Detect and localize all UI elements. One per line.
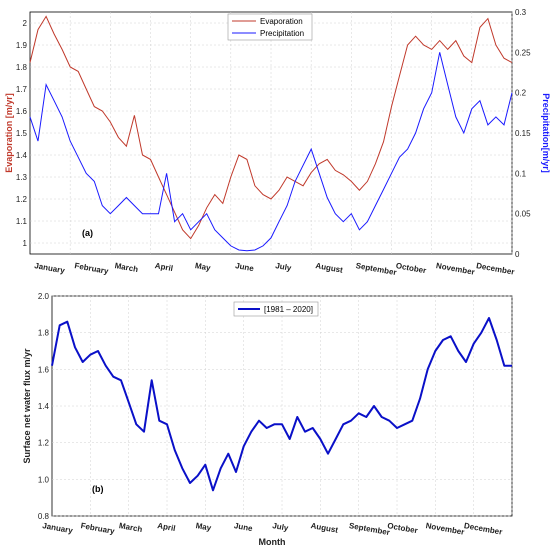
- panel-b-y-tick-label: 1.6: [38, 365, 50, 374]
- panel-b-month-label: April: [157, 521, 177, 533]
- panel-b-month-label: March: [118, 521, 143, 534]
- panel-a-legend-box: [227, 13, 313, 41]
- panel-a-month-label: March: [114, 261, 139, 274]
- panel-a-month-label: July: [275, 261, 293, 273]
- panel-a-month-labels: January February March April May June July Augu…: [34, 261, 515, 277]
- panel-a-month-label: August: [315, 261, 344, 275]
- panel-b-y-tick-label: 0.8: [38, 512, 50, 521]
- panel-a-right-tick-label: 0.25: [515, 48, 531, 57]
- panel-b-month-labels: January February March April May June July Augu…: [42, 521, 503, 537]
- panel-b-legend: [1981 – 2020]: [233, 301, 319, 317]
- panel-b-month-label: July: [272, 521, 290, 533]
- panel-b-x-axis-label: Month: [259, 537, 286, 547]
- panel-a-month-label: May: [194, 261, 211, 273]
- panel-a-right-tick-label: 0: [515, 250, 520, 259]
- panel-a-left-axis-label: Evaporation [m/yr]: [4, 93, 14, 173]
- panel-b-y-tick-label: 1.2: [38, 439, 50, 448]
- panel-a-left-ticks: 1 1.1 1.2 1.3 1.4 1.5 1.6 1.7 1.8 1.9 2: [16, 19, 28, 248]
- panel-b-month-label: November: [425, 521, 465, 537]
- panel-a-left-tick-label: 1.8: [16, 63, 28, 72]
- panel-a-legend: Evaporation Precipitation: [227, 13, 313, 41]
- panel-b-surface-net-water-flux: 0.8 1.0 1.2 1.4 1.6 1.8 2.0 January February Mar…: [22, 292, 513, 547]
- panel-b-legend-box: [233, 301, 319, 317]
- panel-a-month-label: September: [355, 261, 397, 277]
- panel-b-month-label: September: [348, 521, 390, 537]
- panel-a-evaporation-precipitation: 1 1.1 1.2 1.3 1.4 1.5 1.6 1.7 1.8 1.9 2 0 0.05 0.1 0.…: [4, 8, 550, 277]
- panel-a-left-tick-label: 2: [23, 19, 28, 28]
- panel-b-grid: [52, 295, 513, 517]
- series-line-surface-net-water-flux: [51, 317, 512, 492]
- panel-a-month-label: December: [475, 261, 515, 277]
- panel-a-left-tick-label: 1.3: [16, 173, 28, 182]
- panel-a-right-axis-label: Precipitation[m/yr]: [541, 93, 550, 173]
- panel-a-left-tick-label: 1: [23, 239, 28, 248]
- legend-evaporation: Evaporation: [260, 17, 303, 26]
- panel-a-label: (a): [82, 228, 93, 238]
- panel-b-label: (b): [92, 484, 104, 494]
- panel-a-grid: [30, 12, 513, 254]
- panel-a-month-label: November: [435, 261, 475, 277]
- panel-b-month-label: February: [80, 521, 116, 536]
- panel-a-left-tick-label: 1.7: [16, 85, 28, 94]
- series-line-evaporation: [29, 15, 513, 240]
- panel-b-month-label: January: [42, 521, 74, 535]
- panel-a-left-tick-label: 1.4: [16, 151, 28, 160]
- panel-b-y-ticks: 0.8 1.0 1.2 1.4 1.6 1.8 2.0: [38, 292, 50, 521]
- panel-a-left-tick-label: 1.6: [16, 107, 28, 116]
- panel-a-right-tick-label: 0.15: [515, 129, 531, 138]
- panel-b-month-label: December: [463, 521, 503, 537]
- panel-b-y-axis-label: Surface net water flux m/yr: [22, 348, 32, 464]
- panel-a-right-ticks: 0 0.05 0.1 0.15 0.2 0.25 0.3: [515, 8, 531, 259]
- panel-b-y-tick-label: 1.0: [38, 475, 50, 484]
- legend-precipitation: Precipitation: [260, 29, 304, 38]
- panel-a-series: [29, 15, 513, 252]
- panel-a-left-tick-label: 1.5: [16, 129, 28, 138]
- panel-a-right-tick-label: 0.2: [515, 89, 527, 98]
- panel-a-left-tick-label: 1.9: [16, 41, 28, 50]
- panel-b-month-label: May: [195, 521, 212, 533]
- panel-a-month-label: January: [34, 261, 66, 275]
- panel-a-right-tick-label: 0.05: [515, 210, 531, 219]
- panel-a-month-label: June: [234, 261, 254, 273]
- panel-b-y-tick-label: 1.8: [38, 329, 50, 338]
- panel-b-series: [51, 317, 512, 492]
- panel-a-month-label: October: [395, 261, 427, 275]
- panel-b-month-label: October: [387, 521, 419, 535]
- legend-1981-2020: [1981 – 2020]: [264, 305, 313, 314]
- series-line-precipitation: [29, 52, 513, 252]
- panel-b-month-label: June: [233, 521, 253, 533]
- panel-a-left-tick-label: 1.2: [16, 195, 28, 204]
- panel-a-month-label: February: [74, 261, 110, 276]
- panel-a-left-tick-label: 1.1: [16, 217, 28, 226]
- panel-b-y-tick-label: 1.4: [38, 402, 50, 411]
- panel-b-y-tick-label: 2.0: [38, 292, 50, 301]
- panel-a-right-tick-label: 0.1: [515, 169, 527, 178]
- panel-a-right-tick-label: 0.3: [515, 8, 527, 17]
- panel-b-month-label: August: [310, 521, 339, 535]
- panel-a-month-label: April: [154, 261, 174, 273]
